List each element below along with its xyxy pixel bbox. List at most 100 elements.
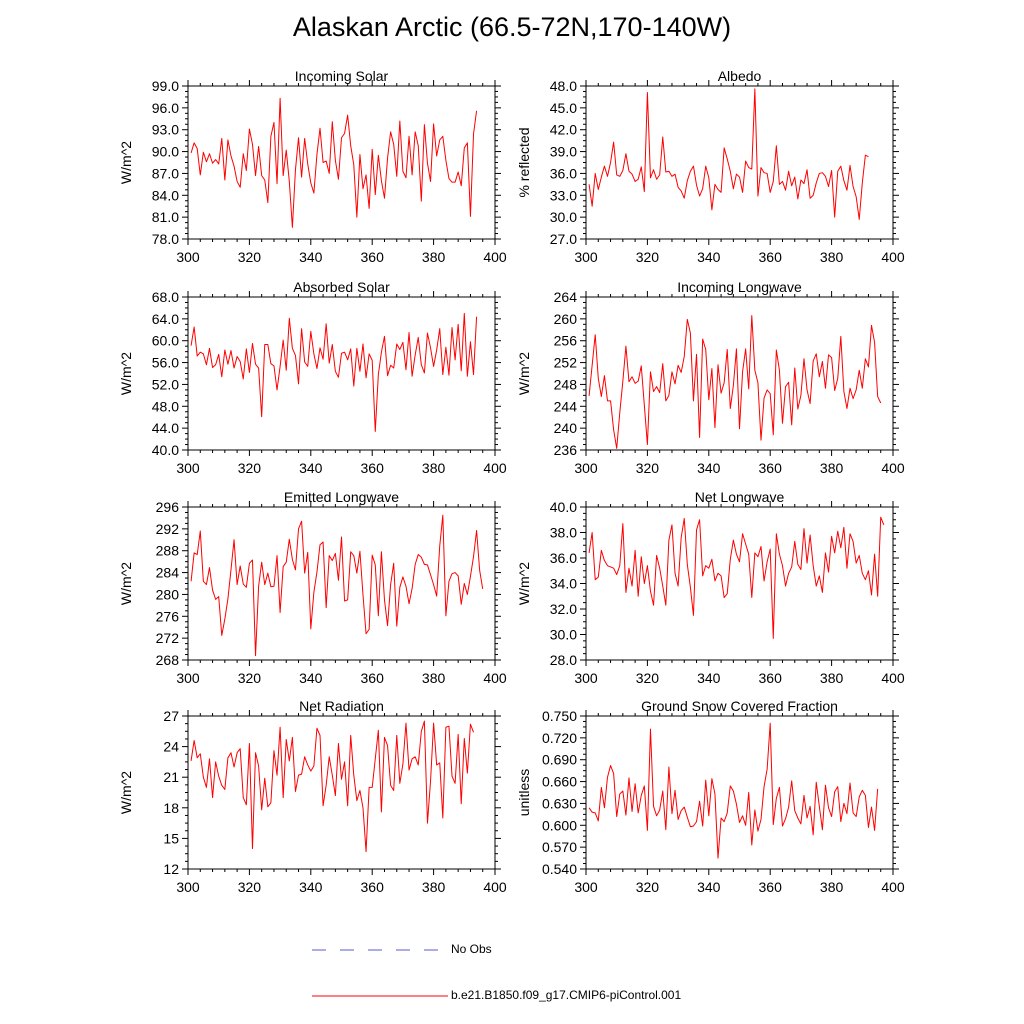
y-tick-label: 64.0 <box>152 311 179 327</box>
y-tick-label: 268 <box>156 652 180 668</box>
x-tick-label: 380 <box>422 249 446 265</box>
legend-label: b.e21.B1850.f09_g17.CMIP6-piControl.001 <box>451 988 682 1002</box>
x-tick-label: 360 <box>361 249 385 265</box>
y-tick-label: 44.0 <box>152 420 179 436</box>
series-line <box>190 312 478 432</box>
x-tick-label: 400 <box>881 460 905 476</box>
y-tick-label: 0.630 <box>542 795 577 811</box>
y-tick-label: 276 <box>156 608 180 624</box>
y-tick-label: 284 <box>156 565 180 581</box>
panel-title: Incoming Solar <box>295 68 389 84</box>
y-tick-label: 0.540 <box>542 861 577 877</box>
y-tick-label: 34.0 <box>550 576 577 592</box>
x-tick-label: 360 <box>759 249 783 265</box>
x-tick-label: 320 <box>238 249 262 265</box>
y-axis-label: W/m^2 <box>118 141 134 184</box>
y-tick-label: 48.0 <box>152 398 179 414</box>
x-tick-label: 400 <box>483 460 507 476</box>
y-axis-label: unitless <box>516 769 532 816</box>
y-axis-label: % reflected <box>516 127 532 197</box>
x-tick-label: 300 <box>176 670 200 686</box>
y-tick-label: 40.0 <box>152 442 179 458</box>
y-tick-label: 0.690 <box>542 752 577 768</box>
y-tick-label: 32.0 <box>550 601 577 617</box>
y-tick-label: 68.0 <box>152 289 179 305</box>
plot-frame <box>585 85 894 240</box>
x-tick-label: 340 <box>299 670 323 686</box>
y-tick-label: 96.0 <box>152 100 179 116</box>
x-tick-label: 380 <box>422 670 446 686</box>
y-tick-label: 78.0 <box>152 231 179 247</box>
y-tick-label: 0.600 <box>542 817 577 833</box>
x-tick-label: 300 <box>574 460 598 476</box>
y-tick-label: 36.0 <box>550 165 577 181</box>
series-line <box>190 720 474 853</box>
y-tick-label: 272 <box>156 630 180 646</box>
chart-panel: Incoming Longwave W/m^2 236 240 244 248 252 256… <box>516 279 905 476</box>
y-tick-label: 0.570 <box>542 839 577 855</box>
y-tick-label: 252 <box>554 355 578 371</box>
x-tick-label: 320 <box>238 460 262 476</box>
panel-title: Albedo <box>718 68 762 84</box>
y-tick-label: 56.0 <box>152 355 179 371</box>
series-line <box>588 722 879 859</box>
x-tick-label: 340 <box>299 249 323 265</box>
x-tick-label: 380 <box>820 879 844 895</box>
x-tick-label: 400 <box>483 249 507 265</box>
y-tick-label: 264 <box>554 289 578 305</box>
x-tick-label: 400 <box>881 249 905 265</box>
legend-line-dashed <box>312 949 448 951</box>
y-tick-label: 42.0 <box>550 122 577 138</box>
y-axis-label: W/m^2 <box>516 562 532 605</box>
y-tick-label: 240 <box>554 420 578 436</box>
y-tick-label: 15 <box>163 830 179 846</box>
chart-panel: Absorbed Solar W/m^2 40.0 44.0 48.0 52.0 56.0 6… <box>118 279 507 476</box>
y-tick-label: 60.0 <box>152 333 179 349</box>
x-tick-label: 340 <box>697 879 721 895</box>
y-tick-label: 93.0 <box>152 122 179 138</box>
panel-title: Net Longwave <box>695 489 785 505</box>
chart-panel: Incoming Solar W/m^2 78.0 81.0 84.0 87.0 90.0 9… <box>118 68 507 265</box>
x-tick-label: 380 <box>422 460 446 476</box>
panel-title: Emitted Longwave <box>284 489 399 505</box>
chart-panel: Net Radiation W/m^2 12 15 18 21 24 27 300 320 340 3… <box>118 698 507 895</box>
y-tick-label: 12 <box>163 861 179 877</box>
y-axis-label: W/m^2 <box>118 352 134 395</box>
y-tick-label: 99.0 <box>152 78 179 94</box>
y-tick-label: 21 <box>163 769 179 785</box>
y-tick-label: 87.0 <box>152 165 179 181</box>
y-tick-label: 33.0 <box>550 187 577 203</box>
series-line <box>588 315 882 449</box>
y-tick-label: 296 <box>156 499 180 515</box>
y-tick-label: 30.0 <box>550 627 577 643</box>
y-tick-label: 27.0 <box>550 231 577 247</box>
x-tick-label: 360 <box>361 879 385 895</box>
y-tick-label: 244 <box>554 398 578 414</box>
x-tick-label: 340 <box>697 460 721 476</box>
x-tick-label: 300 <box>574 670 598 686</box>
series-line <box>588 516 885 639</box>
x-tick-label: 320 <box>238 879 262 895</box>
y-tick-label: 0.720 <box>542 730 577 746</box>
x-tick-label: 300 <box>176 879 200 895</box>
plot-frame <box>187 715 496 870</box>
chart-title: Alaskan Arctic (66.5-72N,170-140W) <box>292 12 732 42</box>
x-tick-label: 300 <box>176 249 200 265</box>
x-tick-label: 340 <box>299 879 323 895</box>
x-tick-label: 320 <box>238 670 262 686</box>
x-tick-label: 380 <box>422 879 446 895</box>
y-tick-label: 24 <box>163 739 179 755</box>
legend-item-no-obs: No Obs <box>312 942 512 958</box>
y-tick-label: 0.660 <box>542 774 577 790</box>
x-tick-label: 340 <box>697 670 721 686</box>
y-tick-label: 30.0 <box>550 209 577 225</box>
x-tick-label: 360 <box>759 879 783 895</box>
panel-title: Absorbed Solar <box>293 279 390 295</box>
y-tick-label: 90.0 <box>152 144 179 160</box>
y-tick-label: 48.0 <box>550 78 577 94</box>
y-tick-label: 36.0 <box>550 550 577 566</box>
chart-panel: Net Longwave W/m^2 28.0 30.0 32.0 34.0 36.0 38.… <box>516 489 905 686</box>
y-tick-label: 280 <box>156 586 180 602</box>
x-tick-label: 300 <box>574 879 598 895</box>
y-tick-label: 292 <box>156 521 180 537</box>
